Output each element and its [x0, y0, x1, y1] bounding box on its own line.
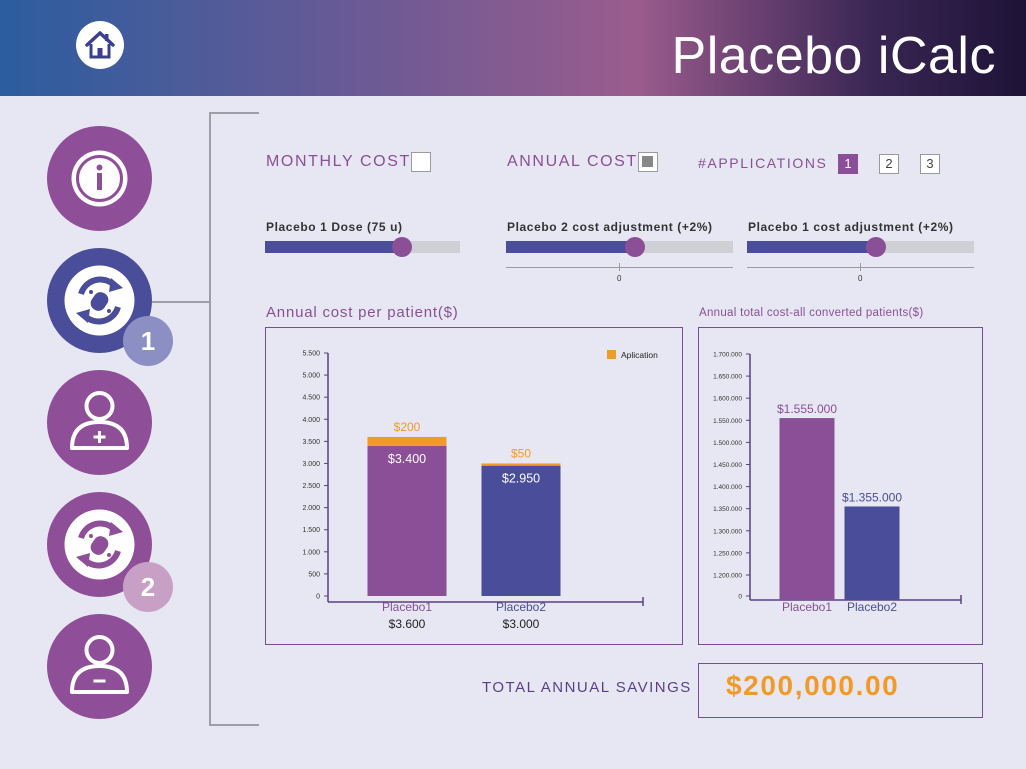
chart1-title: Annual cost per patient($) — [266, 304, 459, 321]
y-tick-label: 5.000 — [302, 373, 320, 380]
y-tick-label: 1.650.000 — [713, 374, 742, 381]
y-tick-label: 1.500 — [302, 527, 320, 534]
bar-base — [367, 445, 447, 596]
axis-zero-label: 0 — [617, 274, 622, 283]
applications-option-3[interactable]: 3 — [920, 154, 940, 174]
bar-application — [481, 463, 561, 466]
add-patient-icon — [70, 391, 129, 450]
placebo2-adjustment-slider[interactable] — [506, 237, 733, 257]
nav-placebo-switch-1-button[interactable] — [47, 248, 152, 353]
slider-handle[interactable] — [391, 237, 412, 257]
bar-base-label: $3.400 — [388, 452, 426, 466]
y-tick-label: 2.500 — [302, 483, 320, 490]
y-tick-label: 4.000 — [302, 417, 320, 424]
bar-base-label: $2.950 — [502, 472, 540, 486]
home-button[interactable] — [76, 21, 124, 69]
applications-option-2[interactable]: 2 — [879, 154, 899, 174]
bar — [779, 418, 835, 600]
y-tick-label: 4.500 — [302, 395, 320, 402]
x-category-label: Placebo1 — [782, 600, 832, 614]
app-header: Placebo iCalc — [0, 0, 1026, 96]
y-tick-label: 1.300.000 — [713, 528, 742, 535]
y-tick-label: 0 — [316, 594, 320, 601]
bar-application-label: $50 — [511, 446, 531, 460]
y-tick-label: 2.000 — [302, 505, 320, 512]
annual-cost-per-patient-chart: 0 500 1.000 1.500 2.000 2.500 3.000 3.500 4.000 4… — [265, 327, 683, 645]
monthly-cost-label: MONTHLY COST — [266, 153, 411, 170]
bar-application-label: $200 — [394, 420, 421, 434]
y-tick-label: 1.000 — [302, 549, 320, 556]
slider-fill — [265, 241, 402, 253]
savings-box — [698, 663, 983, 718]
y-tick-label: 3.000 — [302, 461, 320, 468]
home-icon — [85, 31, 115, 59]
bar — [844, 506, 900, 600]
x-category-label: Placebo1 — [382, 600, 432, 614]
y-tick-label: 1.500.000 — [713, 440, 742, 447]
x-category-total: $3.600 — [389, 617, 426, 631]
x-category-label: Placebo2 — [496, 600, 546, 614]
total-annual-savings-label: TOTAL ANNUAL SAVINGS — [482, 679, 692, 696]
y-tick-label: 1.400.000 — [713, 484, 742, 491]
step-badge-2: 2 — [123, 562, 173, 612]
y-tick-label: 1.200.000 — [713, 573, 742, 580]
remove-patient-icon — [70, 635, 129, 694]
placebo1-dose-slider[interactable] — [265, 237, 460, 257]
app-title: Placebo iCalc — [671, 27, 996, 85]
y-tick-label: 3.500 — [302, 439, 320, 446]
slider-fill — [747, 241, 877, 253]
nav-info-button[interactable] — [47, 126, 152, 231]
x-category-total: $3.000 — [503, 617, 540, 631]
x-category-label: Placebo2 — [847, 600, 897, 614]
slider-fill — [506, 241, 636, 253]
applications-option-1[interactable]: 1 — [838, 154, 858, 174]
placebo2-adjustment-label: Placebo 2 cost adjustment (+2%) — [507, 220, 713, 234]
bar-application — [367, 436, 447, 446]
annual-total-cost-chart: 0 1.200.000 1.250.000 1.300.000 1.350.000 1.4… — [698, 327, 983, 645]
y-tick-label: 1.250.000 — [713, 550, 742, 557]
slider-axis — [506, 263, 733, 271]
y-tick-label: 1.350.000 — [713, 506, 742, 513]
placebo1-adjustment-label: Placebo 1 cost adjustment (+2%) — [748, 220, 954, 234]
info-icon — [71, 150, 128, 207]
y-tick-label: 5.500 — [302, 351, 320, 358]
y-tick-label: 1.550.000 — [713, 418, 742, 425]
placebo1-dose-label: Placebo 1 Dose (75 u) — [266, 220, 403, 234]
step-badge-1: 1 — [123, 316, 173, 366]
nav-remove-patient-button[interactable] — [47, 614, 152, 719]
axis-tick — [860, 263, 861, 271]
bar-value-label: $1.555.000 — [777, 402, 837, 416]
monthly-cost-checkbox[interactable] — [411, 152, 431, 172]
chart1-svg: 0 500 1.000 1.500 2.000 2.500 3.000 3.500 4.000 4… — [302, 350, 658, 631]
annual-cost-label: ANNUAL COST — [507, 153, 638, 170]
total-annual-savings-value: $200,000.00 — [726, 670, 900, 701]
slider-axis — [747, 263, 974, 271]
step-bracket — [209, 112, 259, 726]
chart2-title: Annual total cost-all converted patients… — [699, 307, 924, 319]
legend-label: Aplication — [621, 350, 658, 360]
slider-handle[interactable] — [625, 237, 646, 257]
applications-label: #APPLICATIONS — [698, 155, 828, 171]
y-tick-label: 0 — [738, 594, 742, 601]
pill-switch-icon — [64, 509, 135, 580]
y-tick-label: 1.700.000 — [713, 352, 742, 359]
axis-zero-label: 0 — [858, 274, 863, 283]
y-tick-label: 1.600.000 — [713, 396, 742, 403]
placebo1-adjustment-slider[interactable] — [747, 237, 974, 257]
slider-handle[interactable] — [866, 237, 887, 257]
axis-tick — [619, 263, 620, 271]
nav-add-patient-button[interactable] — [47, 370, 152, 475]
bar-value-label: $1.355.000 — [842, 490, 902, 504]
bar-base — [481, 465, 561, 596]
annual-cost-checkbox[interactable] — [638, 152, 658, 172]
pill-switch-icon — [64, 265, 135, 336]
y-tick-label: 500 — [308, 571, 320, 578]
legend-swatch — [607, 350, 616, 359]
bracket-connector — [152, 301, 210, 303]
y-tick-label: 1.450.000 — [713, 462, 742, 469]
chart2-svg: 0 1.200.000 1.250.000 1.300.000 1.350.000 1.4… — [713, 352, 962, 614]
